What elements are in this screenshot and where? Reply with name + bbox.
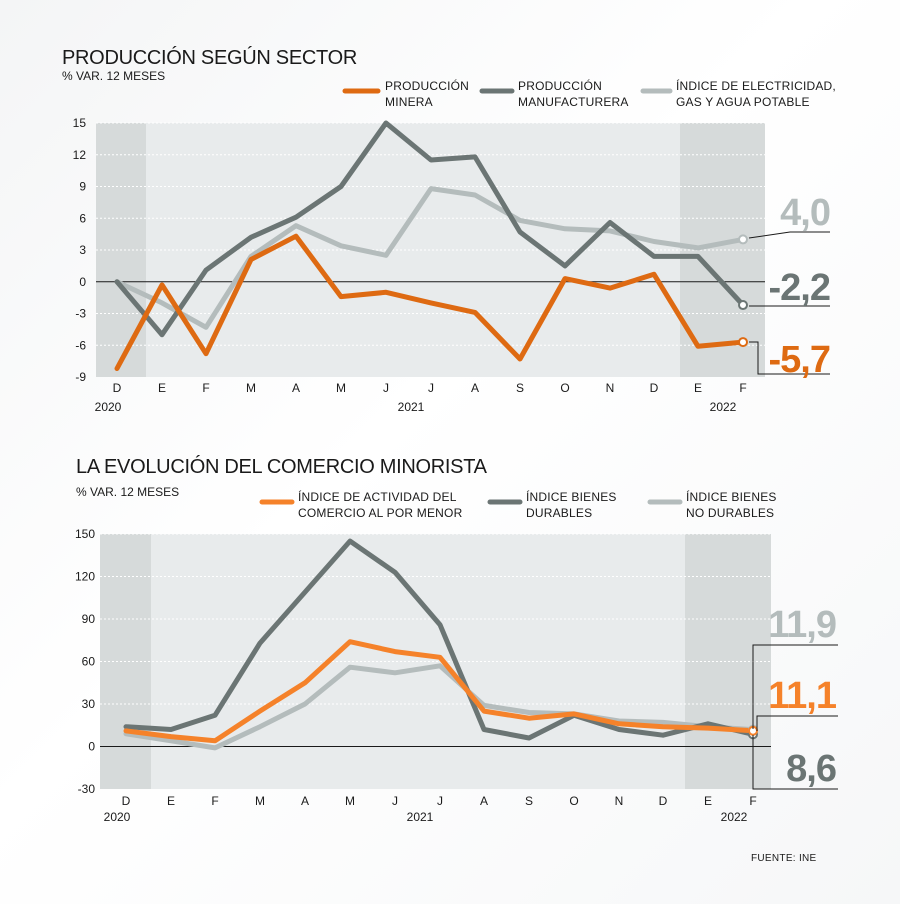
year-label: 2022: [710, 400, 737, 414]
callout-leader-minera: [749, 341, 830, 375]
x-tick-label: D: [113, 381, 122, 395]
x-tick-label: D: [122, 794, 131, 808]
x-tick-label: M: [246, 381, 256, 395]
y-tick-label: 6: [79, 211, 86, 225]
series-line-actividad: [123, 639, 756, 744]
y-tick-label: 15: [73, 116, 87, 130]
chart2-title: LA EVOLUCIÓN DEL COMERCIO MINORISTA: [76, 455, 488, 478]
callout-leader-actividad: [756, 715, 838, 731]
end-marker-electricidad: [738, 234, 748, 245]
x-tick-label: A: [480, 794, 488, 808]
x-tick-label: F: [202, 381, 209, 395]
y-tick-label: 12: [73, 148, 87, 162]
x-tick-label: A: [301, 794, 309, 808]
legend-label-minera: MINERA: [385, 95, 433, 109]
year-label: 2022: [721, 810, 748, 824]
x-tick-label: M: [255, 794, 265, 808]
y-tick-label: 3: [79, 243, 86, 257]
x-tick-label: M: [345, 794, 355, 808]
callout-leader-electricidad: [748, 231, 830, 239]
year-label: 2021: [398, 400, 425, 414]
x-tick-label: F: [211, 794, 218, 808]
shaded-period-2022: [680, 123, 765, 377]
end-value-label-durables: 8,6: [786, 748, 836, 790]
y-tick-label: 90: [82, 612, 96, 626]
callout-leader-durables: [752, 735, 838, 790]
x-tick-label: A: [471, 381, 479, 395]
y-tick-label: 0: [79, 275, 86, 289]
chart1-title: PRODUCCIÓN SEGÚN SECTOR: [62, 46, 357, 69]
x-tick-label: E: [167, 794, 175, 808]
x-tick-label: E: [158, 381, 166, 395]
series-line-no_durables: [123, 663, 756, 751]
y-tick-label: -9: [75, 370, 86, 384]
series-line-manufacturera: [114, 120, 746, 338]
x-tick-label: F: [749, 794, 756, 808]
chart2-unit: % VAR. 12 MESES: [76, 485, 179, 499]
end-marker-manufacturera: [738, 300, 748, 311]
end-value-label-actividad: 11,1: [768, 675, 837, 717]
legend-label-durables: DURABLES: [526, 506, 592, 520]
y-tick-label: 9: [79, 180, 86, 194]
y-tick-label: -30: [78, 782, 96, 796]
end-value-label-minera: -5,7: [769, 339, 830, 381]
chart1: 15 12 9 6 3 0 -3 -6 -9 D E F M A M J J A S O N D E F 2020 2021 202…: [73, 78, 836, 414]
year-label: 2020: [95, 400, 122, 414]
y-tick-label: -3: [75, 307, 86, 321]
y-tick-label: -6: [75, 338, 86, 352]
chart2: 150 120 90 60 30 0 -30 D E F M A M J J A S O N D E F 2020 2021 2…: [75, 489, 838, 824]
series-line-durables: [123, 538, 756, 741]
y-tick-label: 150: [75, 527, 95, 541]
legend-label-actividad: COMERCIO AL POR MENOR: [298, 506, 463, 520]
x-tick-label: J: [437, 794, 443, 808]
x-tick-label: S: [516, 381, 524, 395]
chart1-unit: % VAR. 12 MESES: [62, 69, 165, 83]
source-note: FUENTE: INE: [751, 853, 817, 864]
x-tick-label: M: [336, 381, 346, 395]
x-tick-label: O: [560, 381, 569, 395]
x-tick-label: A: [292, 381, 300, 395]
end-value-label-electricidad: 4,0: [780, 192, 830, 234]
y-tick-label: 30: [82, 697, 96, 711]
x-tick-label: D: [650, 381, 659, 395]
year-label: 2020: [104, 810, 131, 824]
legend-label-electricidad: ÍNDICE DE ELECTRICIDAD,: [676, 78, 836, 93]
end-value-label-no_durables: 11,9: [768, 604, 836, 646]
y-tick-label: 60: [82, 655, 96, 669]
x-tick-label: O: [569, 794, 578, 808]
legend-label-durables: ÍNDICE BIENES: [526, 489, 617, 504]
x-tick-label: N: [615, 794, 624, 808]
legend-label-no_durables: ÍNDICE BIENES: [686, 489, 777, 504]
x-tick-label: J: [383, 381, 389, 395]
x-tick-label: S: [525, 794, 533, 808]
y-tick-label: 0: [88, 740, 95, 754]
x-tick-label: J: [392, 794, 398, 808]
legend-label-electricidad: GAS Y AGUA POTABLE: [676, 95, 810, 109]
series-line-electricidad: [114, 186, 746, 330]
legend-label-manufacturera: PRODUCCIÓN: [518, 78, 602, 93]
x-tick-label: F: [739, 381, 746, 395]
end-marker-minera: [738, 337, 748, 348]
legend-label-no_durables: NO DURABLES: [686, 506, 774, 520]
end-value-label-manufacturera: -2,2: [769, 267, 830, 309]
x-tick-label: J: [428, 381, 434, 395]
x-tick-label: D: [659, 794, 668, 808]
series-line-minera: [114, 233, 746, 371]
callout-leader-no_durables: [752, 644, 838, 729]
legend-label-actividad: ÍNDICE DE ACTIVIDAD DEL: [298, 489, 457, 504]
x-tick-label: N: [606, 381, 615, 395]
legend-label-manufacturera: MANUFACTURERA: [518, 95, 629, 109]
y-tick-label: 120: [75, 570, 95, 584]
year-label: 2021: [407, 810, 434, 824]
x-tick-label: E: [704, 794, 712, 808]
legend-label-minera: PRODUCCIÓN: [385, 78, 469, 93]
x-tick-label: E: [694, 381, 702, 395]
